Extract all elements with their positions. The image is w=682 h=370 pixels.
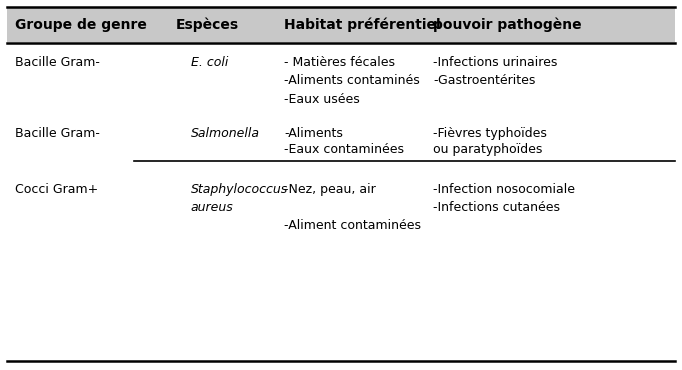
Text: aureus: aureus [190, 201, 233, 214]
Text: - Matières fécales: - Matières fécales [284, 56, 395, 69]
Text: Groupe de genre: Groupe de genre [15, 18, 147, 32]
Text: -Nez, peau, air: -Nez, peau, air [284, 183, 376, 196]
Text: Espèces: Espèces [176, 17, 239, 32]
Text: E. coli: E. coli [190, 56, 228, 69]
Text: -Gastroentérites: -Gastroentérites [433, 74, 535, 87]
Text: -Eaux usées: -Eaux usées [284, 92, 360, 105]
Text: -Aliment contaminées: -Aliment contaminées [284, 219, 421, 232]
Text: Staphylococcus: Staphylococcus [190, 183, 288, 196]
Text: Bacille Gram-: Bacille Gram- [15, 127, 100, 140]
Text: Bacille Gram-: Bacille Gram- [15, 56, 100, 69]
Text: -Infection nosocomiale: -Infection nosocomiale [433, 183, 575, 196]
Text: ou paratyphoïdes: ou paratyphoïdes [433, 143, 543, 156]
Text: Cocci Gram+: Cocci Gram+ [15, 183, 98, 196]
Text: Salmonella: Salmonella [190, 127, 260, 140]
Text: -Infections cutanées: -Infections cutanées [433, 201, 560, 214]
Text: -Aliments contaminés: -Aliments contaminés [284, 74, 420, 87]
Text: pouvoir pathogène: pouvoir pathogène [433, 17, 582, 32]
Text: -Fièvres typhoïdes: -Fièvres typhoïdes [433, 127, 547, 140]
Text: -Eaux contaminées: -Eaux contaminées [284, 143, 404, 156]
Text: Habitat préférentiel: Habitat préférentiel [284, 17, 441, 32]
Text: -Aliments: -Aliments [284, 127, 343, 140]
FancyBboxPatch shape [7, 7, 675, 42]
Text: -Infections urinaires: -Infections urinaires [433, 56, 558, 69]
